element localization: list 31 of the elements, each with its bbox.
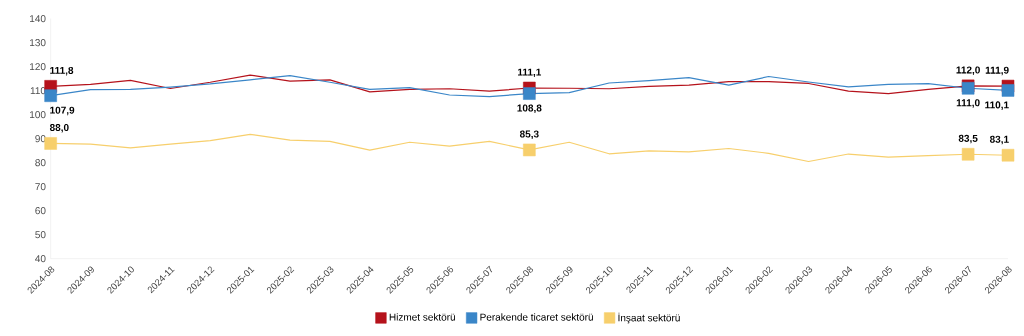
point [523,143,536,157]
data-label: 112,0 [956,66,980,75]
data-label: 111,8 [50,66,74,76]
point [1001,84,1015,97]
data-label: 108,8 [517,104,542,114]
y-tick-label: 40 [35,255,46,263]
y-tick-label: 130 [30,39,46,47]
y-tick-label: 70 [35,183,46,191]
y-tick-label: 100 [30,111,46,119]
data-label: 83,5 [958,134,978,144]
y-tick-label: 50 [35,231,46,239]
legend-label: Perakende ticaret sektörü [480,313,593,321]
point [523,87,536,100]
point [1001,148,1015,162]
data-label: 111,9 [985,66,1009,76]
y-tick-label: 80 [35,159,46,167]
y-tick-label: 140 [30,15,46,23]
data-label: 107,9 [50,106,75,116]
data-label: 111,0 [956,99,980,108]
legend-label: Hizmet sektörü [389,313,455,321]
legend-label: İnşaat sektörü [618,312,680,324]
data-label: 85,3 [519,130,539,140]
point [44,137,57,150]
point [961,148,975,161]
data-label: 88,0 [49,124,69,133]
data-label: 111,1 [518,68,542,78]
point [44,89,57,102]
y-tick-label: 60 [35,207,46,215]
y-tick-label: 120 [30,63,46,71]
data-label: 110,1 [985,101,1009,110]
data-label: 83,1 [989,135,1009,145]
